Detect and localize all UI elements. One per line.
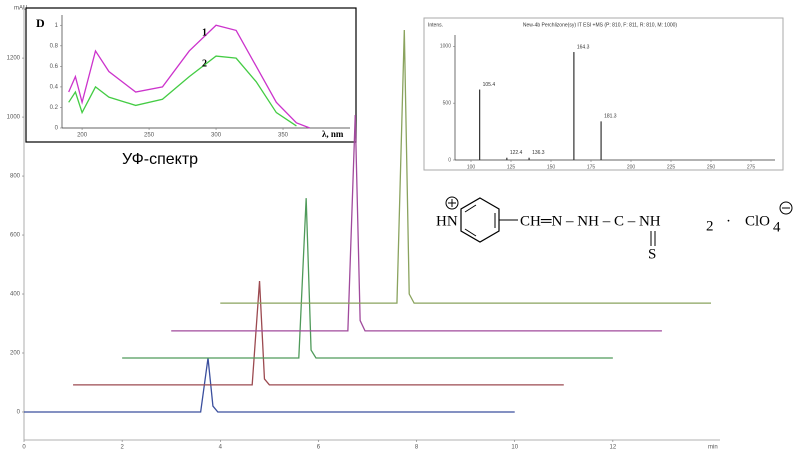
chain-label: CH═N – NH – C – NH [520, 213, 661, 229]
x-tick-label: 12 [610, 445, 617, 451]
x-tick-label: 275 [747, 164, 756, 170]
peak-label: 136.3 [532, 150, 545, 156]
line [24, 357, 515, 413]
x-unit: min [708, 445, 718, 451]
y-tick-label: 0.4 [50, 84, 59, 90]
uv-caption: УФ-спектр [122, 151, 198, 168]
x-tick-label: 175 [587, 164, 596, 170]
ms-inset: New-4b Perchlizone(sy) IT ESI +MS (P: 81… [423, 17, 784, 171]
x-tick-label: 0 [22, 445, 26, 451]
y-tick-label: 800 [10, 174, 21, 180]
curve-label: 2 [202, 58, 207, 69]
plus-sign [448, 199, 456, 207]
x-tick-label: 200 [77, 133, 88, 139]
peak [506, 157, 508, 160]
x-tick-label: 10 [511, 445, 518, 451]
y-tick-label: 1000 [7, 115, 21, 121]
y-tick-label: 0 [55, 126, 59, 132]
line [220, 30, 711, 304]
line [73, 280, 564, 386]
y-tick-label: 0 [17, 410, 21, 416]
x-tick-label: 8 [415, 445, 419, 451]
x-tick-label: 6 [317, 445, 321, 451]
y-tick-label: 400 [10, 292, 21, 298]
ring-bond [464, 204, 477, 213]
ring-bond [464, 228, 477, 237]
x-tick-label: 350 [278, 133, 289, 139]
x-tick-label: 225 [667, 164, 676, 170]
sulfur-label: S [648, 246, 656, 262]
peak [600, 121, 602, 160]
y-tick-label: 600 [10, 233, 21, 239]
x-tick-label: 125 [507, 164, 516, 170]
uv-inset: D λ, nm УФ-спектр 200 250 300 350 0 0.2 0.4 0.6… [25, 7, 357, 168]
x-tick-label: 100 [467, 164, 476, 170]
y-tick-label: 200 [10, 351, 21, 357]
curve-label: 1 [202, 28, 207, 39]
ring-n-label: HN [436, 213, 458, 229]
line [68, 55, 297, 127]
structure: HN CH═N – NH – C – NH 2 S · ClO 4 [436, 196, 793, 262]
line [122, 198, 613, 359]
pyridine-ring [460, 197, 500, 243]
anion-subscript: 4 [773, 219, 781, 235]
plus-charge [445, 196, 459, 210]
peak-label: 181.3 [604, 114, 617, 120]
peak [573, 52, 575, 160]
nh2-subscript: 2 [706, 218, 714, 234]
line [171, 114, 662, 332]
ms-y-label: Intens. [428, 22, 443, 28]
minus-charge [779, 201, 793, 215]
y-tick-label: 1000 [440, 44, 451, 50]
x-tick-label: 4 [219, 445, 223, 451]
x-tick-label: 150 [547, 164, 556, 170]
y-tick-label: 1 [55, 23, 59, 29]
x-tick-label: 200 [627, 164, 636, 170]
x-tick-label: 250 [707, 164, 716, 170]
dot-label: · [726, 213, 731, 229]
uv-x-label: λ, nm [322, 129, 344, 139]
x-tick-label: 300 [211, 133, 222, 139]
y-unit: mAU [14, 6, 27, 12]
y-tick-label: 500 [443, 101, 452, 107]
line [68, 24, 311, 129]
peak-label: 164.3 [577, 44, 590, 50]
y-tick-label: 0.2 [50, 105, 59, 111]
x-tick-label: 2 [120, 445, 124, 451]
y-tick-label: 0 [448, 157, 451, 163]
ms-title: New-4b Perchlizone(sy) IT ESI +MS (P: 81… [523, 22, 678, 28]
y-tick-label: 1200 [7, 56, 21, 62]
ms-frame [423, 17, 784, 171]
y-tick-label: 0.6 [50, 64, 59, 70]
peak [528, 157, 530, 160]
anion-label: ClO [745, 213, 770, 229]
peak-label: 105.4 [483, 82, 496, 88]
uv-y-label: D [36, 16, 45, 30]
peak [479, 89, 481, 160]
x-tick-label: 250 [144, 133, 155, 139]
y-tick-label: 0.8 [50, 43, 59, 49]
peak-label: 122.4 [510, 150, 523, 156]
